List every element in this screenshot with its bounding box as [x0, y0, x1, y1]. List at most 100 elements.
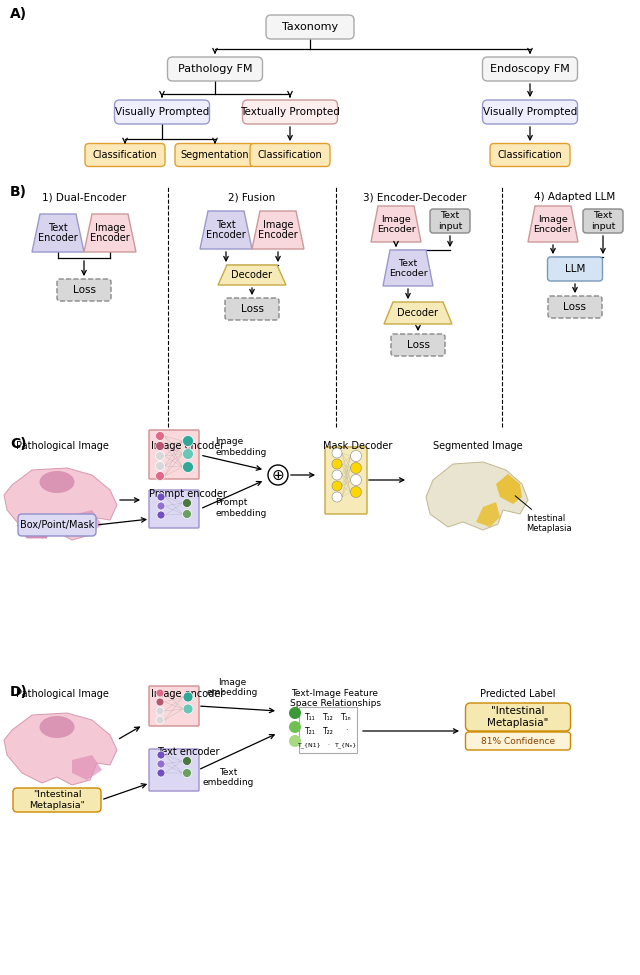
Circle shape — [182, 436, 193, 447]
Text: Segmentation: Segmentation — [180, 150, 250, 160]
FancyBboxPatch shape — [583, 209, 623, 233]
Text: Encoder: Encoder — [90, 233, 130, 243]
Text: Text-Image Feature
Space Relationships: Text-Image Feature Space Relationships — [289, 689, 381, 709]
Text: Decoder: Decoder — [397, 308, 438, 318]
Text: D): D) — [10, 685, 28, 699]
FancyBboxPatch shape — [465, 732, 570, 750]
FancyBboxPatch shape — [57, 279, 111, 301]
Circle shape — [289, 721, 301, 733]
FancyBboxPatch shape — [547, 257, 602, 281]
Text: Classification: Classification — [93, 150, 157, 160]
Polygon shape — [72, 510, 102, 535]
Circle shape — [183, 704, 193, 714]
Text: Classification: Classification — [258, 150, 323, 160]
Text: Image
embedding: Image embedding — [206, 678, 258, 697]
FancyBboxPatch shape — [18, 514, 96, 536]
Circle shape — [182, 461, 193, 473]
Text: Encoder: Encoder — [376, 224, 415, 233]
Text: $\oplus$: $\oplus$ — [271, 467, 285, 483]
Polygon shape — [84, 214, 136, 252]
Text: Text: Text — [398, 258, 418, 267]
Text: ·: · — [345, 726, 347, 735]
Text: Image: Image — [538, 214, 568, 223]
FancyBboxPatch shape — [430, 209, 470, 233]
Circle shape — [351, 487, 362, 497]
Text: LLM: LLM — [565, 264, 585, 274]
Text: Textually Prompted: Textually Prompted — [240, 107, 340, 117]
Text: Loss: Loss — [241, 304, 264, 314]
FancyBboxPatch shape — [483, 57, 577, 81]
Circle shape — [182, 768, 191, 777]
Text: 81% Confidence: 81% Confidence — [481, 736, 555, 746]
Text: "Intestinal
Metaplasia": "Intestinal Metaplasia" — [29, 791, 85, 809]
Circle shape — [156, 698, 164, 706]
Circle shape — [156, 716, 164, 724]
FancyBboxPatch shape — [115, 100, 209, 124]
Text: T_{N1}: T_{N1} — [298, 742, 322, 748]
Polygon shape — [371, 206, 421, 242]
Circle shape — [289, 707, 301, 719]
Text: Text: Text — [216, 220, 236, 230]
Text: Text
input: Text input — [591, 212, 615, 231]
Circle shape — [156, 442, 164, 450]
Circle shape — [157, 769, 165, 777]
Circle shape — [156, 689, 164, 697]
Circle shape — [332, 481, 342, 491]
Text: Loss: Loss — [72, 285, 95, 295]
Text: Visually Prompted: Visually Prompted — [115, 107, 209, 117]
FancyBboxPatch shape — [483, 100, 577, 124]
Text: Text: Text — [48, 223, 68, 233]
Text: 4) Adapted LLM: 4) Adapted LLM — [534, 192, 616, 202]
FancyBboxPatch shape — [490, 143, 570, 167]
FancyBboxPatch shape — [13, 788, 101, 812]
Circle shape — [156, 707, 164, 715]
Text: T₁₁: T₁₁ — [305, 713, 316, 722]
Text: 2) Fusion: 2) Fusion — [228, 192, 276, 202]
FancyBboxPatch shape — [325, 447, 367, 514]
Text: Prompt encoder: Prompt encoder — [149, 489, 227, 499]
Text: Predicted Label: Predicted Label — [480, 689, 556, 699]
Text: Encoder: Encoder — [206, 230, 246, 240]
Text: B): B) — [10, 185, 27, 199]
Text: A): A) — [10, 7, 27, 21]
Circle shape — [156, 451, 164, 460]
FancyBboxPatch shape — [85, 143, 165, 167]
Text: Segmented Image: Segmented Image — [433, 441, 523, 451]
FancyBboxPatch shape — [243, 100, 337, 124]
Text: Pathology FM: Pathology FM — [178, 64, 252, 74]
Text: Image: Image — [381, 214, 411, 223]
Circle shape — [289, 735, 301, 747]
Polygon shape — [384, 302, 452, 324]
FancyBboxPatch shape — [465, 703, 570, 731]
Circle shape — [332, 459, 342, 469]
Text: Taxonomy: Taxonomy — [282, 22, 338, 32]
FancyBboxPatch shape — [391, 334, 445, 356]
Text: T_{Nₙ}: T_{Nₙ} — [335, 742, 357, 748]
Text: Visually Prompted: Visually Prompted — [483, 107, 577, 117]
FancyBboxPatch shape — [149, 749, 199, 791]
Text: ·: · — [327, 743, 329, 748]
FancyBboxPatch shape — [225, 298, 279, 320]
Text: Loss: Loss — [563, 302, 586, 312]
Ellipse shape — [40, 471, 74, 493]
Circle shape — [182, 498, 191, 508]
Circle shape — [268, 465, 288, 485]
Polygon shape — [252, 211, 304, 249]
Text: Decoder: Decoder — [232, 270, 273, 280]
Polygon shape — [426, 462, 528, 530]
Text: Image: Image — [263, 220, 293, 230]
Text: T₂₁: T₂₁ — [305, 726, 316, 735]
Polygon shape — [17, 525, 47, 538]
Text: Text
input: Text input — [438, 212, 462, 231]
Polygon shape — [476, 502, 500, 527]
Polygon shape — [4, 713, 117, 785]
Text: "Intestinal
Metaplasia": "Intestinal Metaplasia" — [487, 706, 548, 727]
FancyBboxPatch shape — [548, 296, 602, 318]
FancyBboxPatch shape — [175, 143, 255, 167]
FancyBboxPatch shape — [149, 430, 199, 479]
Circle shape — [157, 502, 165, 510]
FancyBboxPatch shape — [250, 143, 330, 167]
Text: Pathological Image: Pathological Image — [15, 441, 108, 451]
Circle shape — [157, 760, 165, 768]
Text: Encoder: Encoder — [38, 233, 78, 243]
